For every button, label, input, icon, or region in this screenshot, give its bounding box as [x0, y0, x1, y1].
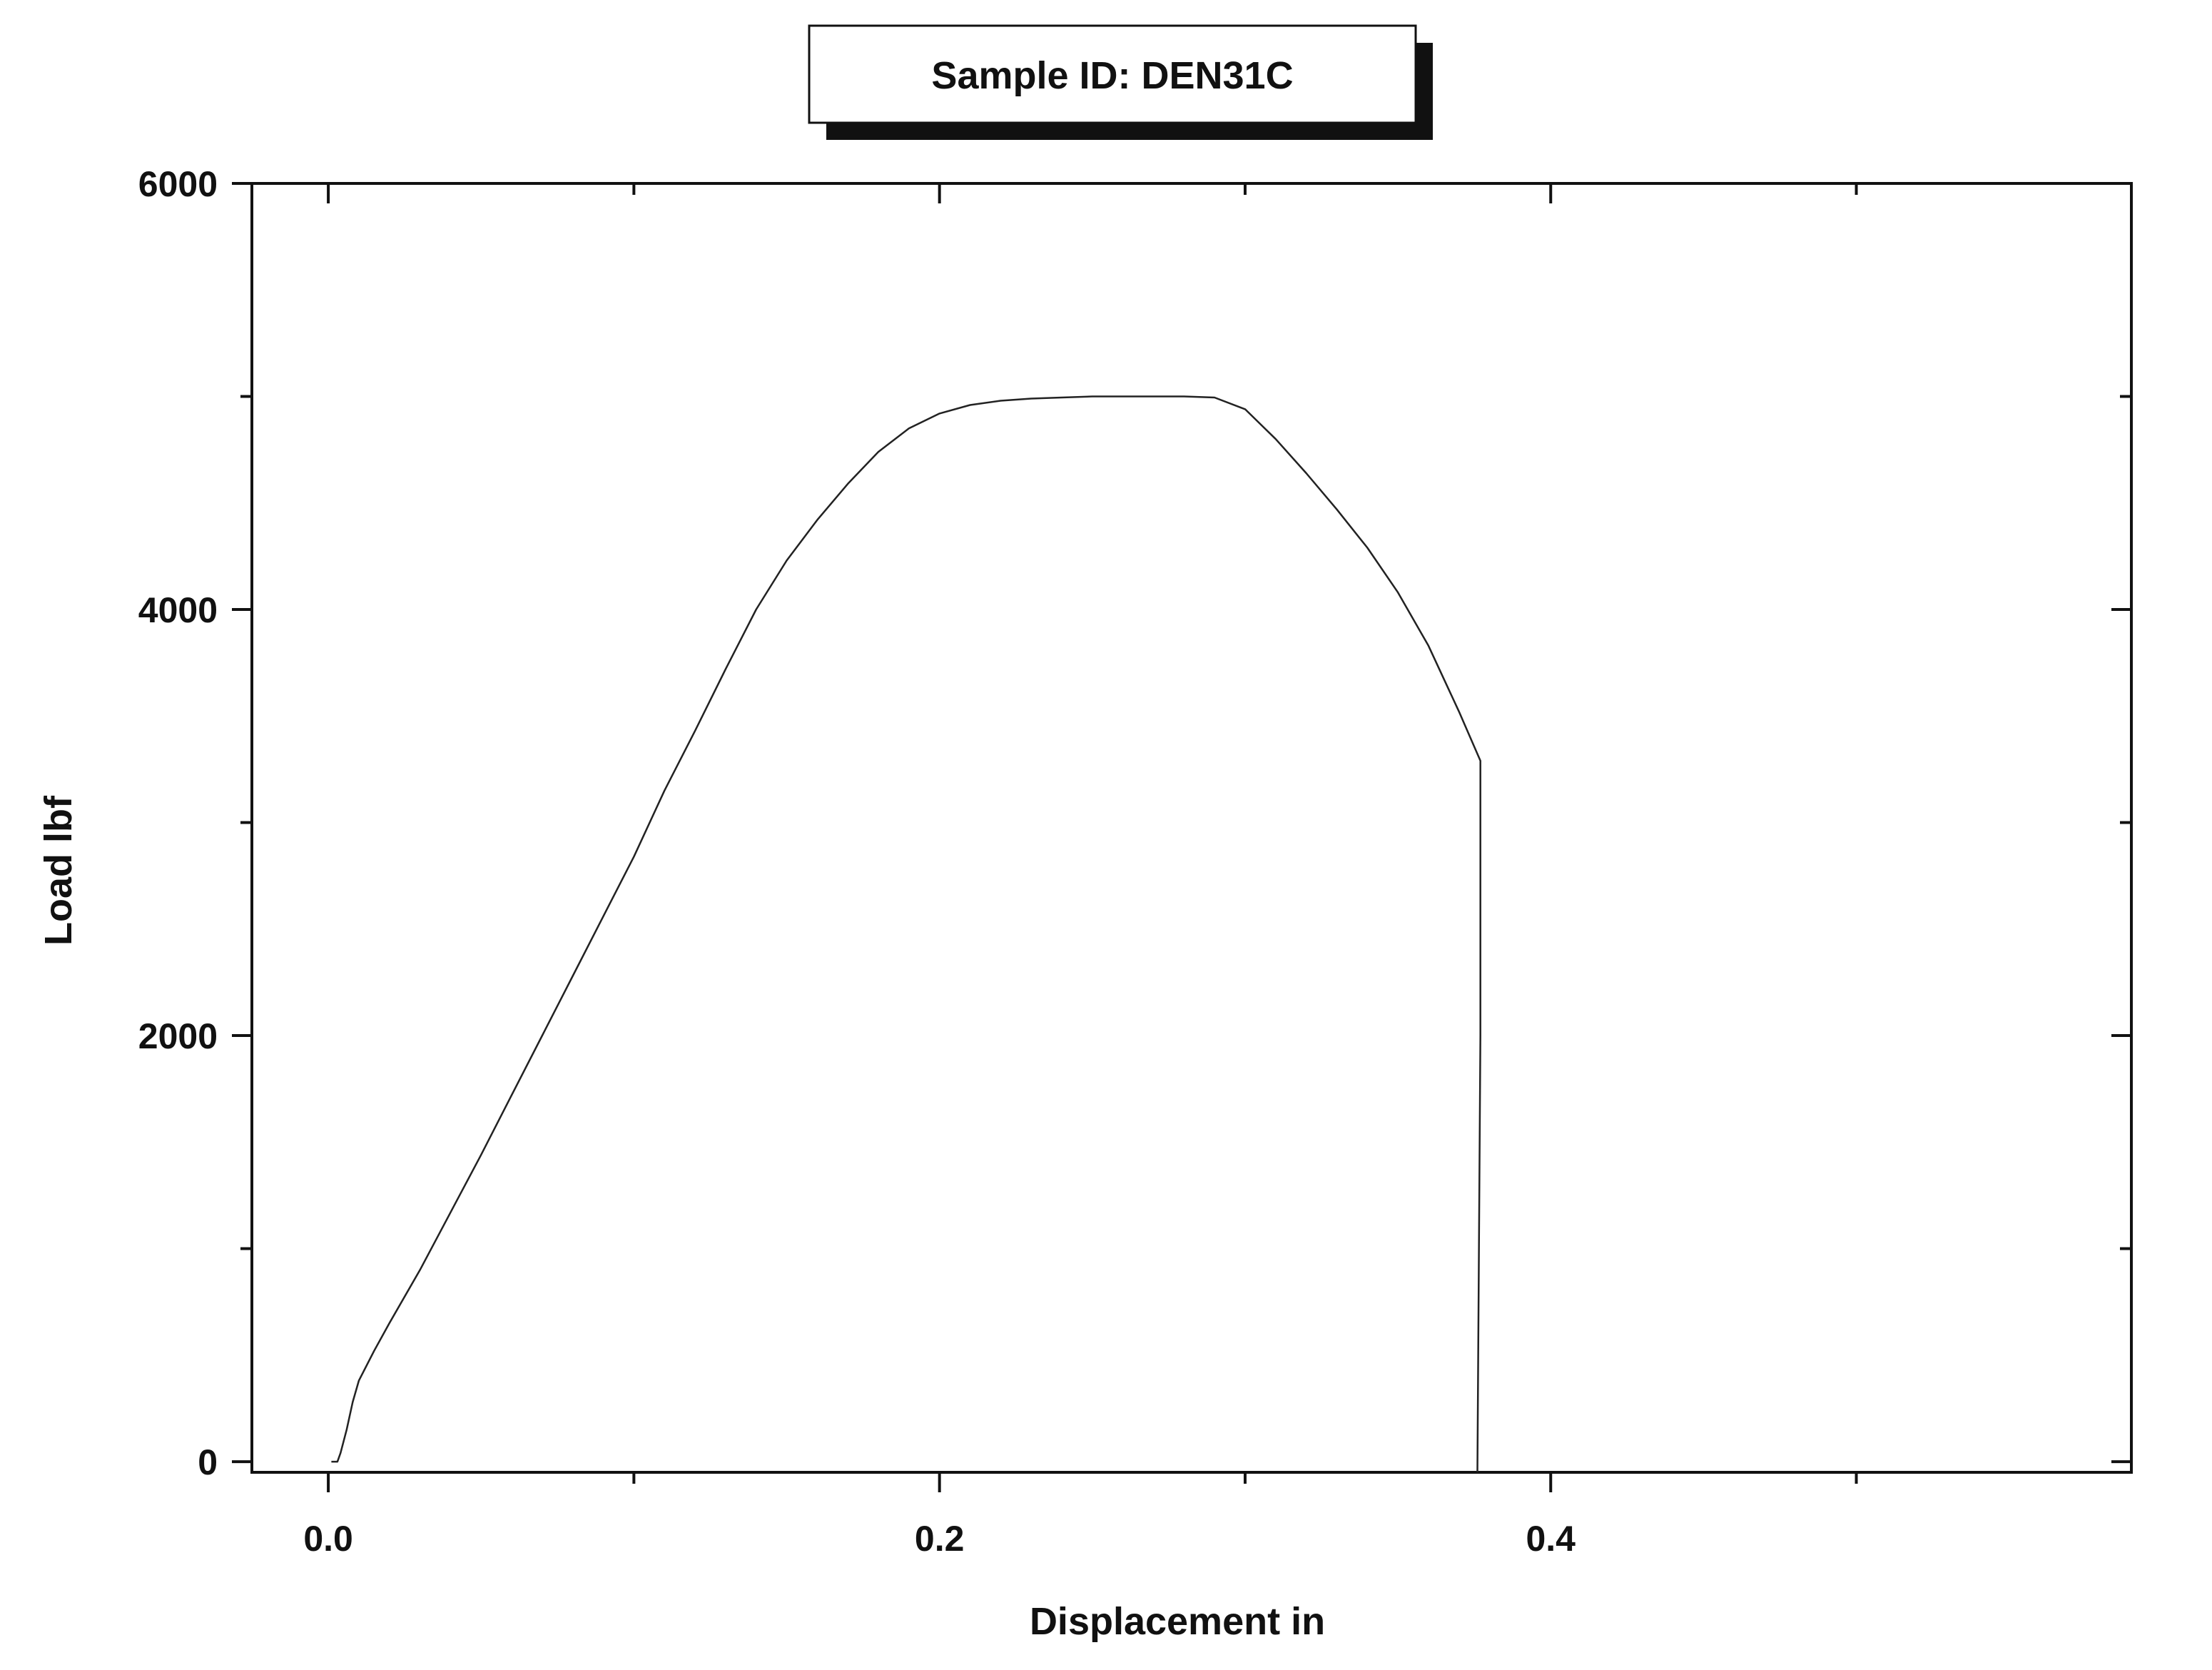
title-box — [808, 24, 1417, 124]
y-tick-label: 6000 — [138, 164, 218, 204]
chart-title-box: Sample ID: DEN31C — [808, 24, 1433, 140]
chart-title: Sample ID: DEN31C — [931, 54, 1293, 97]
x-axis-title: Displacement in — [1030, 1600, 1325, 1643]
y-tick-label: 0 — [198, 1442, 218, 1482]
series-line — [331, 395, 1481, 1473]
y-tick-label: 2000 — [138, 1016, 218, 1056]
x-tick-label: 0.4 — [1526, 1519, 1576, 1559]
y-tick-label: 4000 — [138, 590, 218, 630]
plot-frame — [250, 182, 2133, 1474]
axis-ticks — [232, 182, 2131, 1492]
x-tick-label: 0.0 — [303, 1519, 353, 1559]
axis-tick-labels: 0.0 0.2 0.4 0 2000 4000 6000 — [138, 164, 1576, 1559]
x-tick-label: 0.2 — [915, 1519, 965, 1559]
y-axis-title: Load lbf — [37, 795, 80, 946]
